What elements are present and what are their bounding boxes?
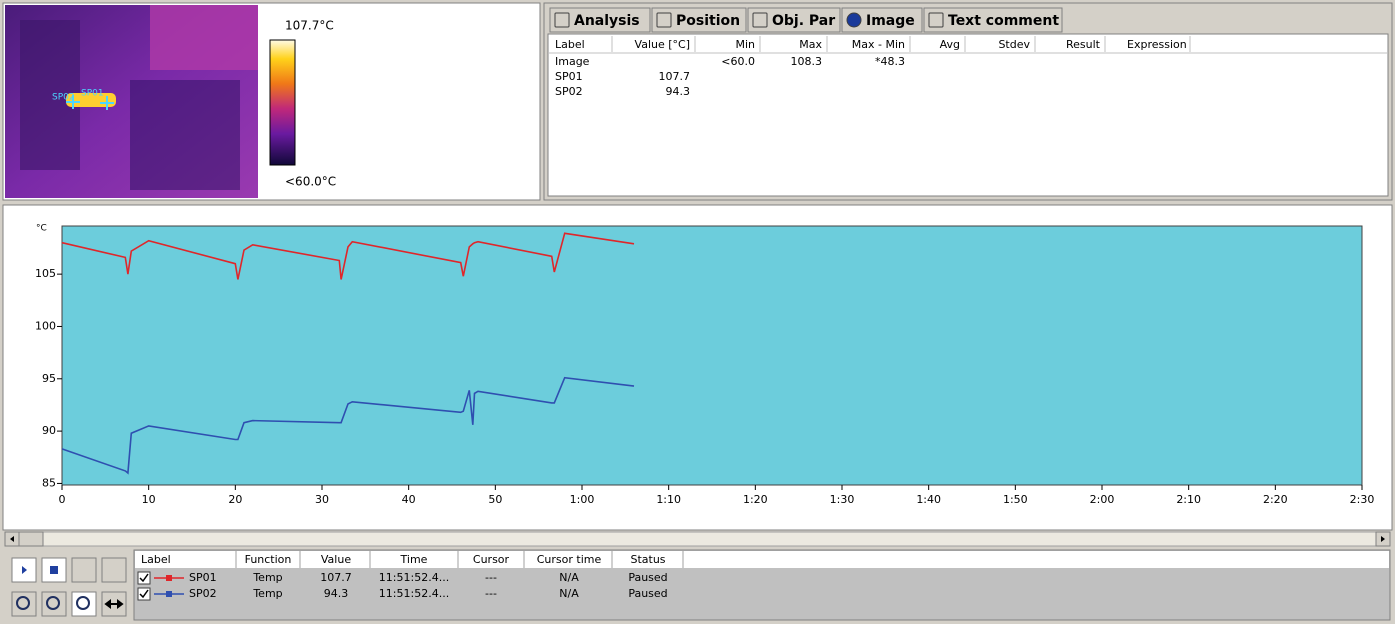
column-header: Label [555,38,585,51]
table-cell: 11:51:52.4... [379,587,449,600]
spot-label: SP01 [81,89,104,99]
table-cell: <60.0 [721,55,755,68]
tab-icon [847,13,861,27]
table-cell: *48.3 [875,55,905,68]
table-cell: Temp [252,587,282,600]
column-header: Value [°C] [635,38,690,51]
toolbar [12,558,126,616]
column-header: Stdev [998,38,1030,51]
scale-min: <60.0°C [285,175,336,189]
table-cell: 11:51:52.4... [379,571,449,584]
y-tick-label: 100 [35,319,56,332]
x-tick-label: 1:30 [830,493,855,506]
scale-max: 107.7°C [285,19,334,33]
x-tick-label: 2:00 [1090,493,1115,506]
table-cell: N/A [559,587,579,600]
table-cell: Image [555,55,590,68]
table-cell: 108.3 [791,55,823,68]
legend-marker [166,575,172,581]
y-tick-label: 95 [42,372,56,385]
column-header: Max [799,38,822,51]
column-header: Value [321,553,351,566]
x-tick-label: 30 [315,493,329,506]
plot-area [62,226,1362,485]
thermal-region [150,5,258,70]
checkbox[interactable] [138,572,150,584]
column-header: Expression [1127,38,1187,51]
column-header: Label [141,553,171,566]
x-tick-label: 1:20 [743,493,768,506]
app-window: SP02 SP01 107.7°C <60.0°C AnalysisPositi… [0,0,1395,624]
x-tick-label: 1:50 [1003,493,1028,506]
x-tick-label: 2:10 [1176,493,1201,506]
legend-label: SP02 [189,587,217,600]
spot-label: SP02 [52,93,75,103]
tab-icon [929,13,943,27]
tab-label: Text comment [948,13,1059,29]
table-cell: SP01 [555,70,583,83]
zoom-fit-button[interactable] [72,592,96,616]
tab-label: Image [866,13,915,29]
new-button[interactable] [72,558,96,582]
page: SP02 SP01 107.7°C <60.0°C AnalysisPositi… [0,0,1395,624]
x-tick-label: 1:00 [570,493,595,506]
icon [50,566,58,574]
table-cell: --- [485,571,497,584]
color-scale [270,40,295,165]
column-header: Result [1066,38,1101,51]
legend-marker [166,591,172,597]
scrollbar[interactable] [5,532,1390,546]
x-tick-label: 2:30 [1350,493,1375,506]
column-header: Function [245,553,292,566]
table-cell: 107.7 [320,571,352,584]
column-header: Min [735,38,755,51]
table-cell: Paused [628,587,667,600]
zoom-in-button[interactable] [12,592,36,616]
column-header: Max - Min [852,38,905,51]
analysis-table [548,34,1388,196]
y-tick-label: 105 [35,267,56,280]
scroll-thumb[interactable] [19,532,43,546]
table-cell: 107.7 [659,70,691,83]
x-tick-label: 10 [142,493,156,506]
tab-icon [657,13,671,27]
x-tick-label: 1:10 [656,493,681,506]
table-cell: Paused [628,571,667,584]
tab-label: Obj. Par [772,13,835,29]
column-header: Avg [940,38,960,51]
x-tick-label: 50 [488,493,502,506]
tab-icon [753,13,767,27]
x-tick-label: 20 [228,493,242,506]
column-header: Time [400,553,428,566]
legend-label: SP01 [189,571,217,584]
zoom-out-button[interactable] [42,592,66,616]
y-tick-label: 90 [42,424,56,437]
x-tick-label: 40 [402,493,416,506]
y-tick-label: 85 [42,476,56,489]
table-cell: --- [485,587,497,600]
table-cell: 94.3 [324,587,349,600]
settings-button[interactable] [102,558,126,582]
checkbox[interactable] [138,588,150,600]
tab-icon [555,13,569,27]
table-cell: SP02 [555,85,583,98]
table-cell: 94.3 [666,85,691,98]
column-header: Status [630,553,665,566]
column-header: Cursor [473,553,510,566]
thermal-region [130,80,240,190]
tab-label: Position [676,13,740,29]
tab-label: Analysis [574,13,640,29]
table-cell: N/A [559,571,579,584]
column-header: Cursor time [537,553,602,566]
y-axis-label: °C [36,224,47,234]
table-cell: Temp [252,571,282,584]
x-tick-label: 1:40 [916,493,941,506]
x-tick-label: 2:20 [1263,493,1288,506]
x-tick-label: 0 [59,493,66,506]
